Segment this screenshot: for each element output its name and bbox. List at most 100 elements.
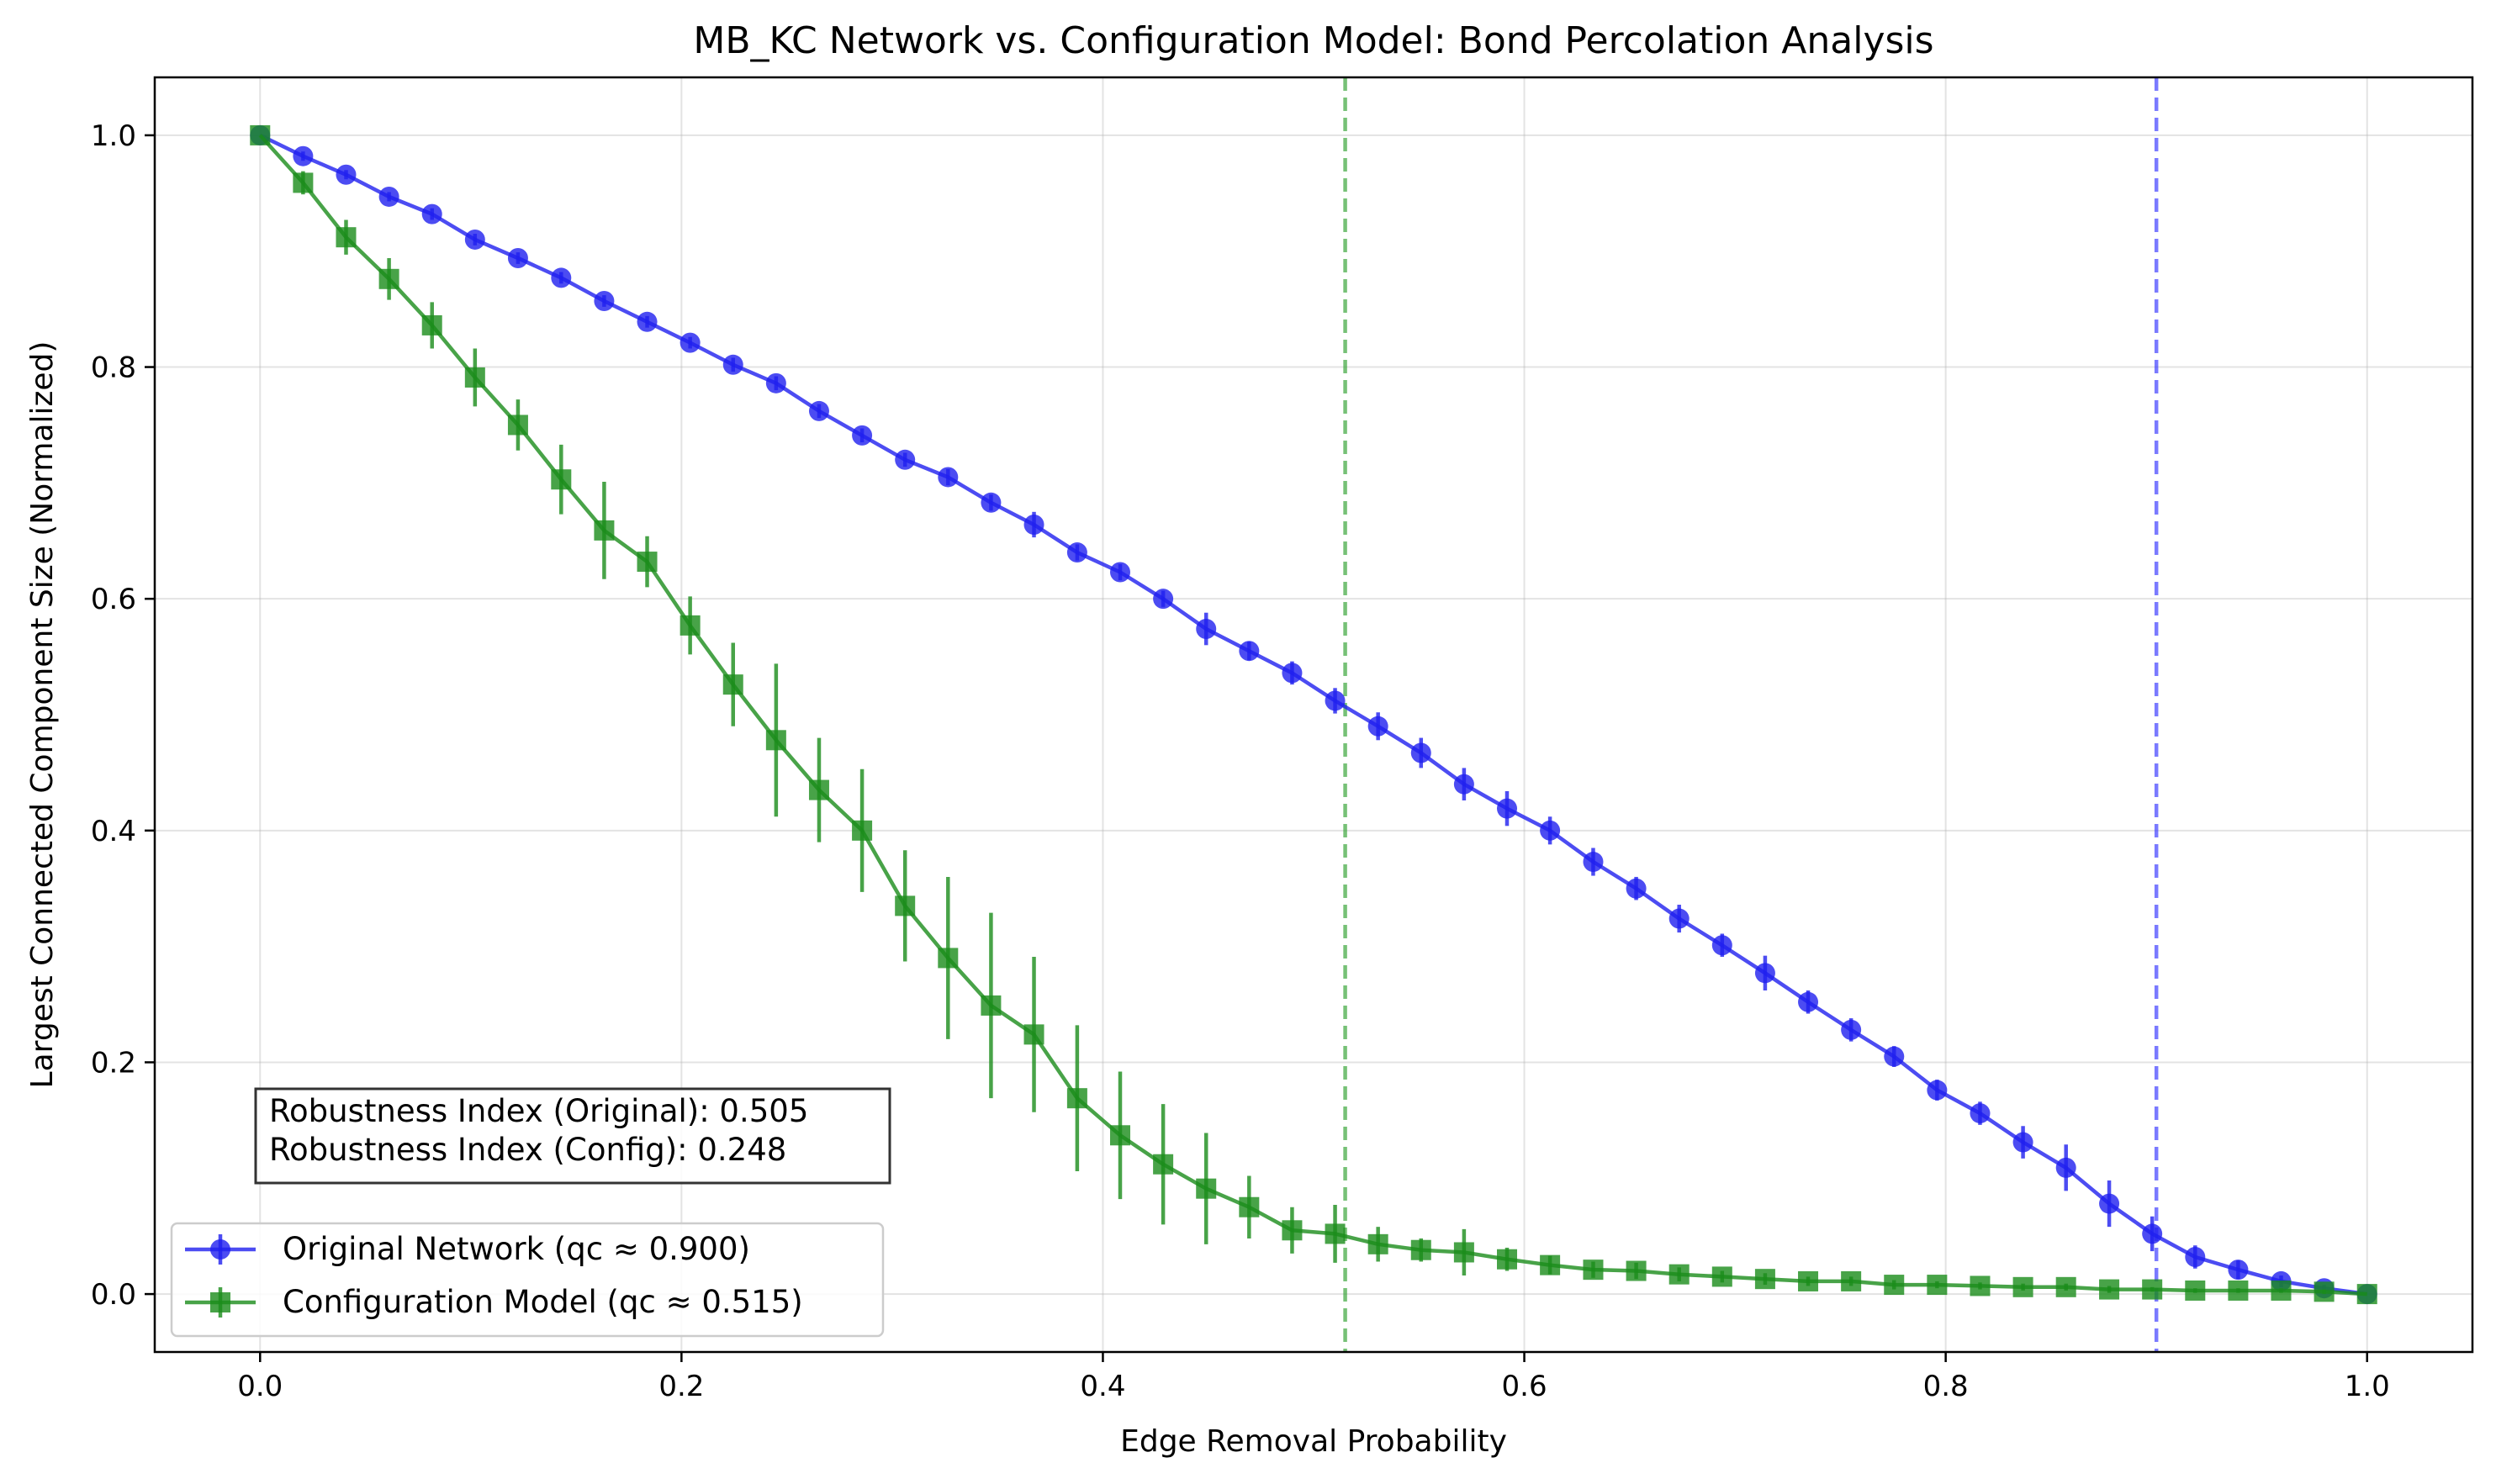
y-axis-label: Largest Connected Component Size (Normal…	[25, 341, 60, 1089]
legend-frame	[170, 1222, 885, 1338]
point-1-5	[464, 367, 485, 388]
point-0-10	[680, 332, 701, 353]
point-1-17	[981, 995, 1002, 1016]
legend: Original Network (qc ≈ 0.900) Configurat…	[170, 1222, 885, 1338]
point-1-27	[1410, 1239, 1431, 1260]
legend-marker-0	[210, 1239, 230, 1260]
y-tick-label-5: 1.0	[91, 119, 136, 153]
series-1	[250, 124, 2377, 1305]
legend-label-config: Configuration Model (qc ≈ 0.515)	[283, 1284, 803, 1320]
point-0-37	[1841, 1019, 1862, 1040]
point-1-3	[378, 268, 399, 289]
robustness-annotation: Robustness Index (Original): 0.505 Robus…	[254, 1087, 891, 1185]
point-1-40	[1970, 1275, 1991, 1297]
point-1-28	[1453, 1242, 1474, 1263]
annotation-box	[254, 1087, 891, 1185]
point-1-23	[1239, 1196, 1260, 1217]
x-tick-label-4: 0.8	[1923, 1370, 1969, 1403]
point-0-24	[1282, 663, 1303, 684]
point-0-15	[895, 449, 916, 470]
point-0-1	[293, 145, 314, 166]
point-1-29	[1497, 1249, 1518, 1270]
point-1-9	[637, 552, 658, 573]
point-0-27	[1410, 742, 1431, 763]
x-tick-label-0: 0.0	[237, 1370, 283, 1403]
chart-title: MB_KC Network vs. Configuration Model: B…	[693, 19, 1933, 62]
y-tick-label-1: 0.2	[91, 1046, 136, 1080]
point-0-29	[1497, 798, 1518, 819]
point-0-39	[1927, 1080, 1948, 1101]
annotation-line-original: Robustness Index (Original): 0.505	[269, 1093, 808, 1129]
point-0-23	[1239, 641, 1260, 662]
point-0-20	[1109, 562, 1130, 583]
x-tick-label-1: 0.2	[658, 1370, 704, 1403]
y-tick-label-4: 0.8	[91, 351, 136, 385]
point-1-14	[852, 820, 873, 841]
grid	[155, 77, 2472, 1352]
point-0-38	[1884, 1046, 1905, 1067]
point-1-42	[2055, 1276, 2076, 1297]
point-0-14	[852, 425, 873, 446]
point-0-13	[808, 400, 829, 421]
point-1-15	[895, 895, 916, 916]
plot-frame	[153, 76, 2474, 1354]
legend-label-original: Original Network (qc ≈ 0.900)	[283, 1231, 750, 1267]
point-1-47	[2271, 1280, 2292, 1301]
point-0-46	[2228, 1260, 2249, 1281]
point-0-45	[2185, 1246, 2206, 1267]
point-1-8	[594, 520, 615, 541]
point-1-46	[2228, 1280, 2249, 1301]
legend-swatches	[185, 1234, 256, 1318]
x-tick-label-2: 0.4	[1080, 1370, 1125, 1403]
point-1-2	[336, 227, 357, 248]
point-0-21	[1153, 589, 1174, 610]
point-1-32	[1626, 1260, 1647, 1281]
point-1-35	[1754, 1269, 1775, 1290]
critical-threshold-lines	[1343, 77, 2159, 1352]
point-1-20	[1109, 1125, 1130, 1146]
x-tick-label-5: 1.0	[2345, 1370, 2390, 1403]
point-0-9	[637, 311, 658, 332]
point-1-21	[1153, 1154, 1174, 1175]
point-0-44	[2142, 1223, 2163, 1244]
point-0-33	[1668, 908, 1690, 929]
point-1-33	[1668, 1264, 1690, 1285]
x-axis-label: Edge Removal Probability	[1120, 1424, 1507, 1459]
point-1-22	[1196, 1178, 1217, 1199]
point-1-4	[421, 314, 442, 335]
annotation-line-config: Robustness Index (Config): 0.248	[269, 1132, 786, 1168]
point-0-40	[1970, 1103, 1991, 1124]
point-1-24	[1282, 1220, 1303, 1241]
point-0-16	[938, 467, 959, 488]
point-1-7	[551, 469, 572, 490]
point-0-32	[1626, 878, 1647, 899]
point-1-38	[1884, 1275, 1905, 1296]
point-1-18	[1023, 1024, 1044, 1045]
y-tick-label-3: 0.6	[91, 583, 136, 616]
point-1-39	[1927, 1275, 1948, 1296]
point-1-19	[1066, 1088, 1087, 1109]
y-tick-label-2: 0.4	[91, 815, 136, 848]
legend-marker-1	[210, 1292, 230, 1312]
point-0-26	[1367, 716, 1388, 737]
point-1-45	[2185, 1280, 2206, 1301]
point-1-31	[1583, 1260, 1604, 1281]
point-1-11	[722, 674, 743, 695]
y-tick-label-0: 0.0	[91, 1278, 136, 1312]
point-0-4	[421, 203, 442, 224]
point-1-36	[1798, 1270, 1819, 1291]
point-1-30	[1540, 1254, 1561, 1275]
point-0-36	[1798, 991, 1819, 1012]
point-0-6	[507, 247, 528, 268]
point-1-43	[2099, 1279, 2120, 1300]
point-0-28	[1453, 774, 1474, 795]
point-0-17	[981, 492, 1002, 513]
point-0-18	[1023, 514, 1044, 535]
point-0-7	[551, 267, 572, 288]
point-0-41	[2012, 1132, 2033, 1153]
x-tick-label-3: 0.6	[1502, 1370, 1547, 1403]
point-0-19	[1066, 542, 1087, 563]
point-1-41	[2012, 1276, 2033, 1297]
point-0-34	[1711, 935, 1732, 956]
point-0-25	[1325, 690, 1346, 711]
